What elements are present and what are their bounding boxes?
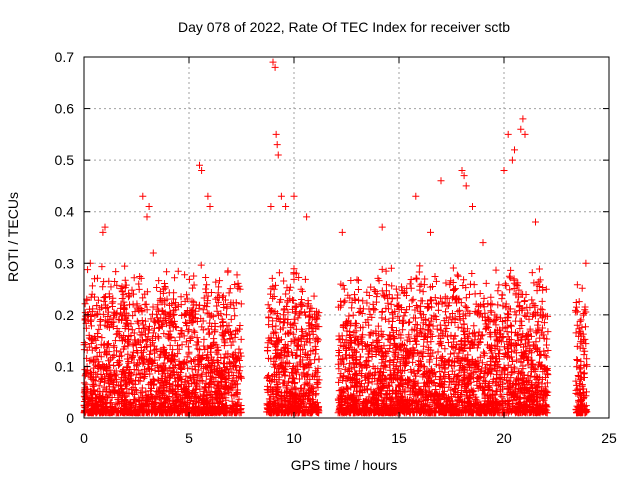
y-tick-label: 0.6 <box>55 101 75 117</box>
x-tick-label: 0 <box>80 430 88 446</box>
data-points <box>80 58 591 417</box>
y-tick-label: 0.3 <box>55 255 75 271</box>
roti-scatter-markers <box>80 58 591 417</box>
y-tick-labels: 0 0.1 0.2 0.3 0.4 0.5 0.6 0.7 <box>55 49 75 426</box>
y-tick-label: 0.5 <box>55 152 75 168</box>
x-tick-label: 20 <box>496 430 512 446</box>
x-tick-label: 10 <box>286 430 302 446</box>
y-tick-label: 0.2 <box>55 307 75 323</box>
y-tick-label: 0.4 <box>55 204 75 220</box>
y-tick-label: 0.7 <box>55 49 75 65</box>
y-tick-label: 0 <box>66 410 74 426</box>
axis-ticks <box>83 56 610 419</box>
x-tick-label: 5 <box>185 430 193 446</box>
x-axis-label: GPS time / hours <box>291 457 398 473</box>
x-tick-labels: 0 5 10 15 20 25 <box>80 430 617 446</box>
x-tick-label: 25 <box>601 430 617 446</box>
plot-frame <box>83 56 610 419</box>
y-axis-label: ROTI / TECUs <box>5 192 21 282</box>
y-tick-label: 0.1 <box>55 358 75 374</box>
chart-title: Day 078 of 2022, Rate Of TEC Index for r… <box>178 19 510 35</box>
x-tick-label: 15 <box>391 430 407 446</box>
